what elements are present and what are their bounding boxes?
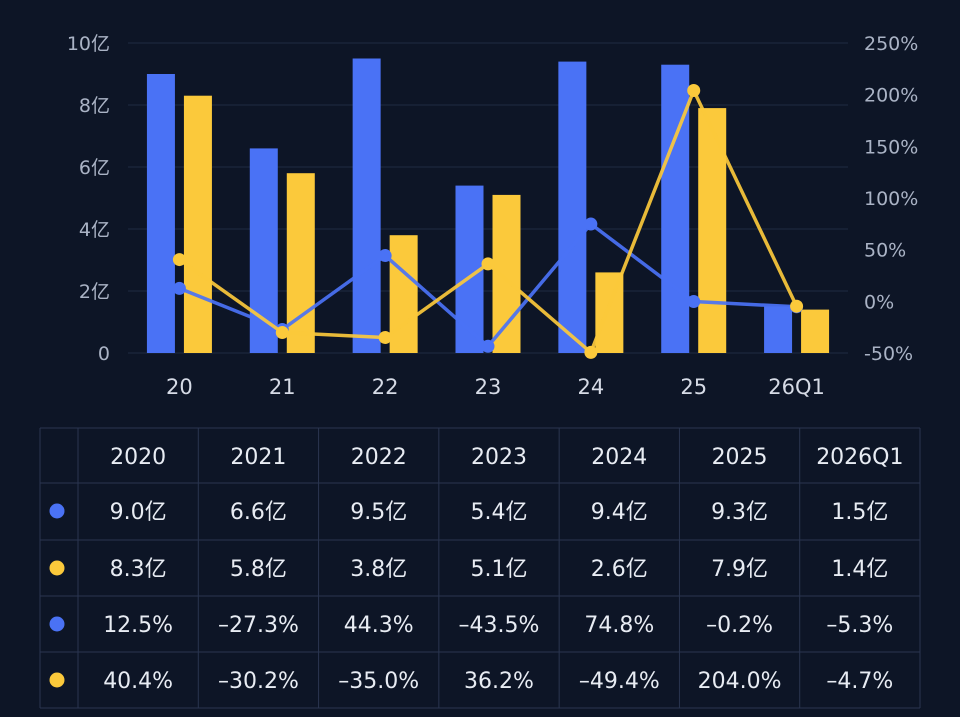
- x-axis: 20 21 22 23 24 25 26Q1: [166, 375, 825, 399]
- y-tick-left: 4亿: [79, 219, 110, 241]
- y-tick-right: -50%: [864, 343, 913, 365]
- y-axis-left: 0 2亿 4亿 6亿 8亿 10亿: [67, 33, 110, 365]
- table-row-marker: [49, 503, 65, 519]
- x-tick: 24: [577, 375, 604, 399]
- table-cell: 9.5亿: [350, 500, 407, 525]
- bar-series-1: [146, 74, 175, 353]
- line-point-series-2: [378, 331, 392, 344]
- x-tick: 21: [269, 375, 296, 399]
- bar-series-1: [352, 58, 381, 353]
- lines: [172, 84, 804, 359]
- table-cell: 2.6亿: [591, 557, 648, 582]
- table-cell: 5.1亿: [471, 557, 528, 582]
- bar-series-2: [698, 108, 727, 353]
- table-header-cell: 2023: [471, 445, 527, 470]
- line-point-series-2: [584, 345, 598, 359]
- table-header-cell: 2020: [110, 445, 166, 470]
- bar-series-2: [492, 194, 521, 353]
- y-tick-left: 2亿: [79, 281, 110, 303]
- table-row-marker: [49, 616, 65, 632]
- table-cell: –5.3%: [826, 613, 893, 638]
- table-cell: –43.5%: [459, 613, 540, 638]
- line-point-series-1: [584, 217, 598, 231]
- table-row-marker: [49, 672, 65, 688]
- table-header-cell: 2024: [591, 445, 647, 470]
- table-cell: 5.4亿: [471, 500, 528, 525]
- table-header-cell: 2022: [351, 445, 407, 470]
- table-cell: 12.5%: [103, 613, 173, 638]
- table-cell: –0.2%: [706, 613, 773, 638]
- y-tick-right: 150%: [864, 136, 918, 158]
- table-cell: 40.4%: [103, 669, 173, 694]
- line-point-series-1: [172, 281, 186, 295]
- x-tick: 26Q1: [768, 375, 825, 399]
- gridlines: [128, 42, 848, 354]
- table-cell: –27.3%: [218, 613, 299, 638]
- table-header-cell: 2026Q1: [816, 445, 903, 470]
- table-cell: 9.4亿: [591, 500, 648, 525]
- x-tick: 22: [372, 375, 399, 399]
- table-cell: –49.4%: [579, 669, 660, 694]
- table-row-marker: [49, 560, 65, 576]
- line-point-series-1: [378, 249, 392, 263]
- table-cell: 44.3%: [344, 613, 414, 638]
- table-cell: 6.6亿: [230, 500, 287, 525]
- bar-series-2: [389, 235, 418, 353]
- table-cell: 36.2%: [464, 669, 534, 694]
- y-tick-left: 6亿: [79, 157, 110, 179]
- table-cell: –30.2%: [218, 669, 299, 694]
- table-cell: –4.7%: [826, 669, 893, 694]
- line-point-series-2: [275, 326, 289, 340]
- table-cell: –35.0%: [338, 669, 419, 694]
- table-cell: 5.8亿: [230, 557, 287, 582]
- y-tick-left: 0: [98, 343, 110, 365]
- y-tick-right: 0%: [864, 291, 894, 313]
- data-table: 2020 2021 2022 2023 2024 2025 2026Q1 9.0亿 6.6亿 9.…: [39, 427, 921, 709]
- table-cell: 204.0%: [698, 669, 782, 694]
- bar-series-1: [764, 306, 793, 353]
- x-tick: 20: [166, 375, 193, 399]
- table-cell: 74.8%: [584, 613, 654, 638]
- table-header-cell: 2021: [230, 445, 286, 470]
- line-point-series-1: [481, 339, 495, 353]
- y-axis-right: -50% 0% 50% 100% 150% 200% 250%: [864, 33, 918, 365]
- bar-series-2: [801, 309, 830, 353]
- table-cell: 3.8亿: [350, 557, 407, 582]
- y-tick-right: 200%: [864, 85, 918, 107]
- table-cell: 8.3亿: [110, 557, 167, 582]
- table-header-cell: 2025: [712, 445, 768, 470]
- table-cell: 9.0亿: [110, 500, 167, 525]
- y-tick-right: 100%: [864, 188, 918, 210]
- line-point-series-1: [687, 295, 701, 309]
- line-point-series-2: [790, 299, 804, 313]
- bar-series-2: [183, 95, 212, 353]
- table-cell: 1.5亿: [831, 500, 888, 525]
- y-tick-right: 250%: [864, 33, 918, 55]
- line-point-series-2: [481, 257, 495, 271]
- line-point-series-2: [172, 253, 186, 267]
- table-cell: 7.9亿: [711, 557, 768, 582]
- line-point-series-2: [687, 84, 701, 98]
- bar-series-2: [286, 173, 315, 353]
- table-cell: 9.3亿: [711, 500, 768, 525]
- x-tick: 25: [680, 375, 707, 399]
- x-tick: 23: [475, 375, 502, 399]
- y-tick-left: 8亿: [79, 95, 110, 117]
- y-tick-left: 10亿: [67, 33, 110, 55]
- bar-series-1: [558, 61, 587, 353]
- y-tick-right: 50%: [864, 240, 906, 262]
- table-cell: 1.4亿: [831, 557, 888, 582]
